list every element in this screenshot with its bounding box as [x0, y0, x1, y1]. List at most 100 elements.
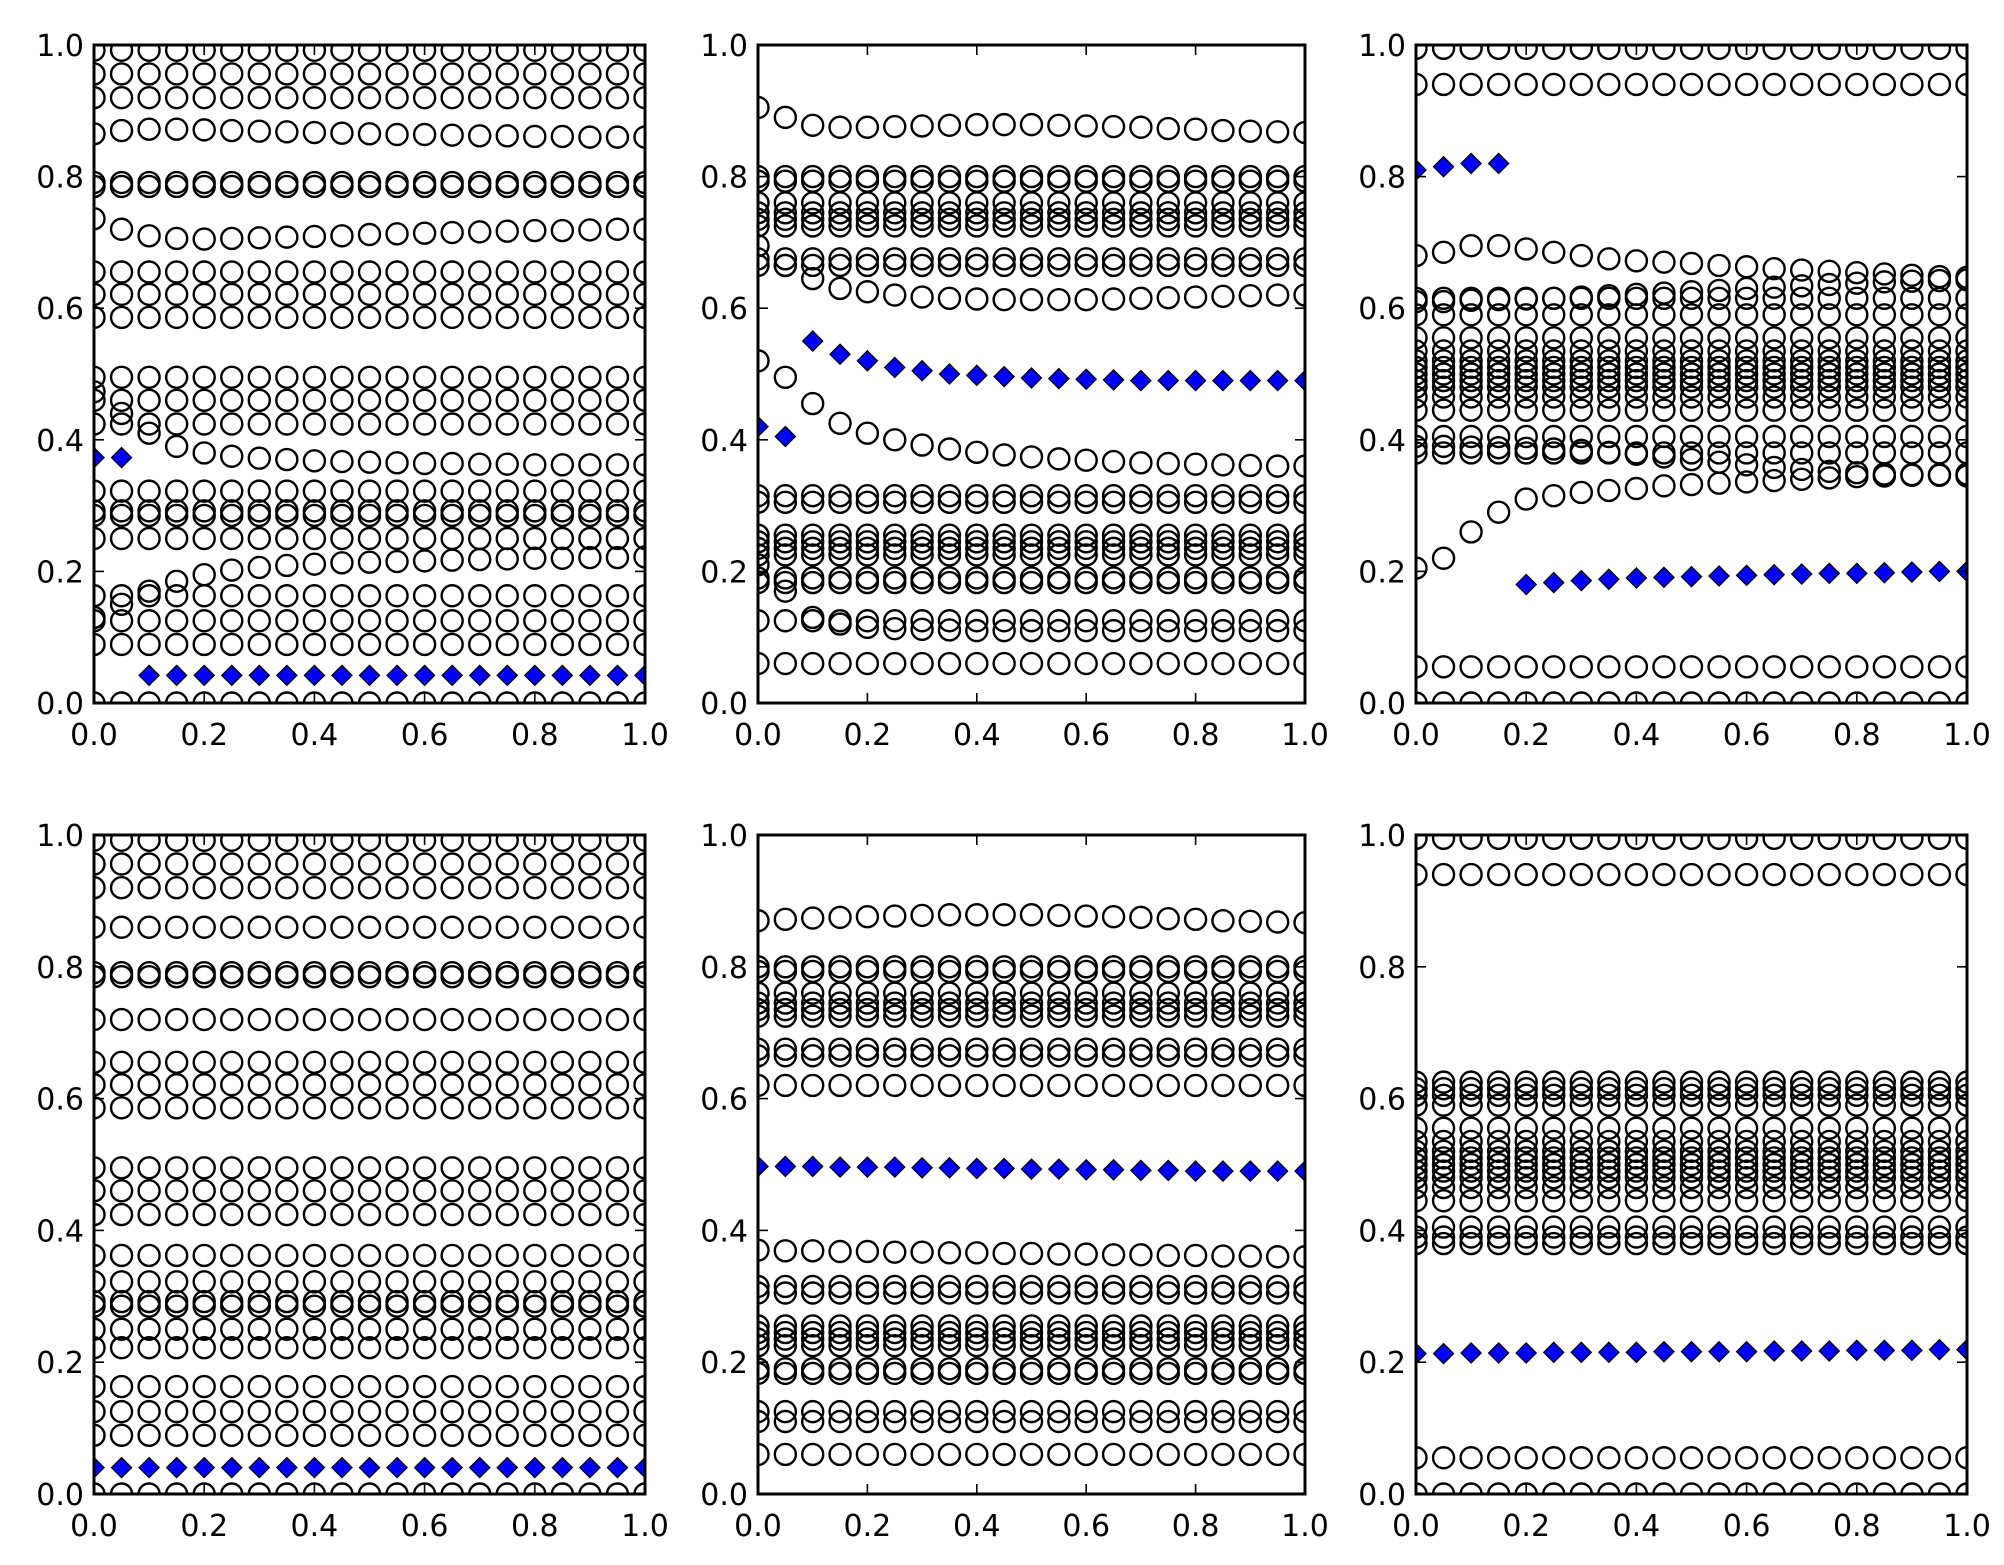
circle-marker	[330, 1374, 354, 1399]
circle-marker	[247, 1294, 271, 1318]
y-tick-label: 0.2	[36, 1346, 84, 1381]
circle-marker	[828, 905, 852, 930]
circle-marker	[1416, 1083, 1428, 1108]
circle-marker	[1019, 1044, 1044, 1068]
diamond-marker	[774, 425, 797, 448]
circle-marker	[1569, 349, 1594, 373]
circle-marker	[1817, 459, 1841, 484]
circle-marker	[1789, 274, 1814, 298]
circle-marker	[801, 164, 825, 189]
circle-marker	[1900, 398, 1924, 422]
circle-marker	[633, 915, 645, 939]
circle-marker	[109, 609, 134, 633]
circle-marker	[633, 45, 645, 62]
circle-marker	[1486, 303, 1511, 327]
circle-marker	[1238, 651, 1263, 676]
circle-marker	[164, 609, 189, 633]
circle-marker	[440, 548, 464, 572]
circle-marker	[1047, 1037, 1071, 1061]
circle-marker	[1817, 303, 1841, 327]
circle-marker	[1734, 385, 1759, 409]
circle-marker	[412, 412, 437, 436]
circle-marker	[247, 388, 271, 413]
x-tick-label: 0.8	[1172, 718, 1220, 753]
circle-marker	[550, 1202, 575, 1227]
circle-marker	[1129, 207, 1153, 232]
circle-marker	[495, 1336, 519, 1360]
circle-marker	[192, 526, 216, 551]
circle-marker	[1156, 214, 1180, 238]
circle-marker	[1927, 1159, 1952, 1183]
circle-marker	[1569, 385, 1594, 409]
circle-marker	[137, 1073, 161, 1097]
circle-marker	[1624, 398, 1649, 422]
circle-marker	[1183, 1044, 1208, 1068]
circle-marker	[1845, 1146, 1869, 1170]
circle-marker	[1129, 991, 1153, 1015]
circle-marker	[1183, 543, 1208, 567]
circle-marker	[1183, 566, 1208, 590]
circle-marker	[758, 490, 770, 515]
circle-marker	[1872, 1077, 1897, 1101]
circle-marker	[773, 1037, 798, 1061]
diamond-marker	[413, 664, 436, 687]
circle-marker	[1679, 349, 1704, 373]
circle-marker	[1238, 981, 1263, 1005]
circle-marker	[1789, 1215, 1814, 1239]
circle-marker	[1019, 1037, 1044, 1061]
circle-marker	[357, 835, 382, 852]
circle-marker	[910, 164, 934, 189]
circle-marker	[1238, 570, 1263, 595]
circle-marker	[910, 1281, 934, 1305]
circle-marker	[523, 282, 547, 307]
circle-marker	[495, 691, 519, 703]
circle-marker	[937, 247, 962, 271]
circle-marker	[1156, 609, 1180, 633]
circle-marker	[1129, 1442, 1153, 1467]
circle-marker	[412, 1336, 437, 1360]
circle-marker	[1734, 355, 1759, 380]
circle-marker	[758, 1274, 770, 1299]
circle-marker	[330, 62, 354, 86]
circle-marker	[1047, 609, 1071, 633]
circle-marker	[1927, 655, 1952, 679]
circle-marker	[1597, 1083, 1621, 1108]
x-tick-label: 0.8	[1833, 1509, 1881, 1544]
circle-marker	[1900, 355, 1924, 380]
circle-marker	[910, 955, 934, 979]
circle-marker	[412, 1270, 437, 1294]
circle-marker	[523, 1179, 547, 1203]
circle-marker	[801, 1327, 825, 1351]
circle-marker	[192, 852, 216, 876]
circle-marker	[992, 959, 1016, 984]
y-tick-label: 1.0	[36, 819, 84, 854]
circle-marker	[1569, 1159, 1594, 1183]
circle-marker	[1597, 247, 1621, 271]
circle-marker	[1416, 1093, 1428, 1117]
circle-marker	[883, 1399, 907, 1424]
circle-marker	[1927, 1146, 1952, 1170]
circle-marker	[1569, 1175, 1594, 1200]
circle-marker	[910, 247, 934, 271]
circle-marker	[1074, 651, 1098, 676]
circle-marker	[1101, 651, 1126, 676]
circle-marker	[1101, 114, 1126, 139]
diamond-marker	[1763, 563, 1786, 586]
circle-marker	[1416, 286, 1428, 311]
circle-marker	[1624, 45, 1649, 60]
circle-marker	[1459, 72, 1483, 97]
circle-marker	[1129, 651, 1153, 676]
circle-marker	[1416, 385, 1428, 409]
circle-marker	[1047, 1242, 1071, 1266]
circle-marker	[1156, 1320, 1180, 1345]
circle-marker	[247, 260, 271, 284]
circle-marker	[910, 169, 934, 193]
diamond-marker	[1294, 1160, 1305, 1183]
circle-marker	[523, 915, 547, 939]
circle-marker	[992, 484, 1016, 508]
circle-marker	[550, 218, 575, 243]
circle-marker	[1431, 1189, 1456, 1213]
diamond-marker	[856, 349, 879, 372]
x-tick-label: 0.4	[1613, 1509, 1661, 1544]
circle-marker	[773, 579, 798, 603]
